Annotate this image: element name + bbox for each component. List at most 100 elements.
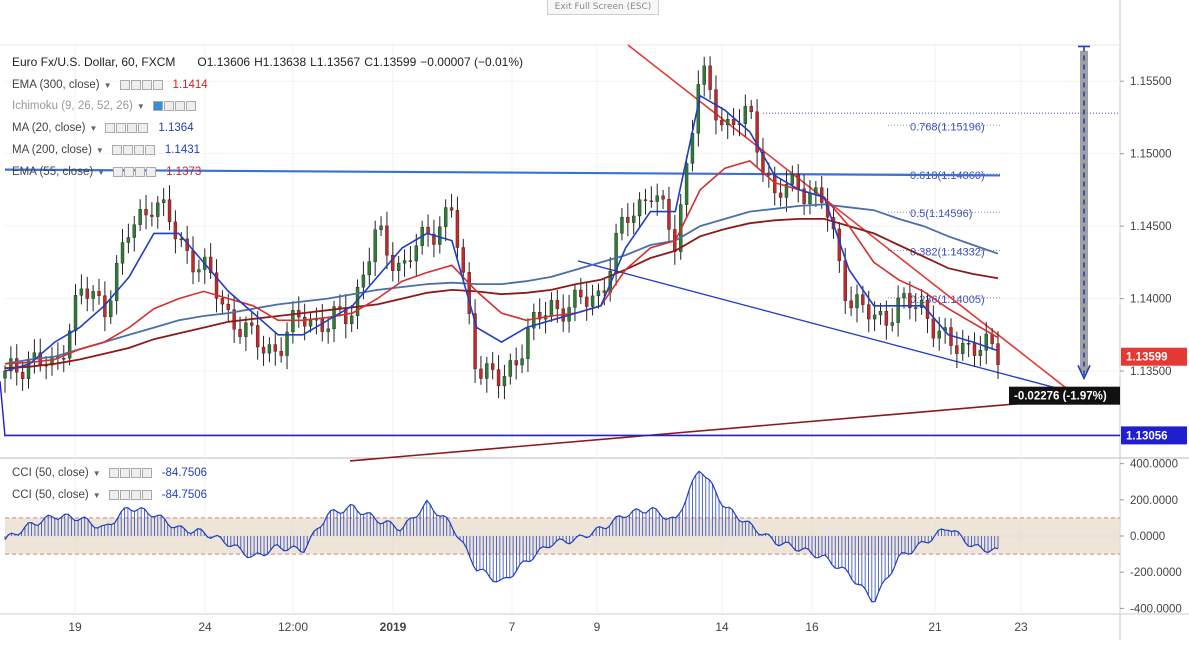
measure-label: -0.02276 (-1.97%) <box>1014 391 1107 403</box>
candle-body <box>167 199 172 223</box>
candle-body <box>778 192 783 198</box>
gear-icon[interactable] <box>122 145 133 155</box>
symbol-title[interactable]: Euro Fx/U.S. Dollar, 60, FXCM <box>12 55 176 69</box>
close-icon[interactable] <box>185 101 196 111</box>
legend-buttons[interactable] <box>152 101 196 111</box>
legend-value: 1.1373 <box>166 166 202 178</box>
candle-body <box>590 295 595 307</box>
eye-icon[interactable] <box>105 123 116 133</box>
caret-down-icon[interactable]: ▼ <box>136 101 145 111</box>
eye-icon[interactable] <box>108 468 119 478</box>
candle-body <box>655 195 659 202</box>
close-icon[interactable] <box>141 468 152 478</box>
candle-body <box>273 344 277 352</box>
gear-icon[interactable] <box>119 490 130 500</box>
caret-down-icon[interactable]: ▼ <box>92 468 101 478</box>
close-icon[interactable] <box>146 167 157 177</box>
eye-icon[interactable] <box>119 80 130 90</box>
legend-buttons[interactable] <box>119 80 163 90</box>
eye-icon[interactable] <box>108 490 119 500</box>
candle-body <box>126 237 131 243</box>
support-price-label-bg <box>1121 426 1187 445</box>
more-icon[interactable] <box>174 101 185 111</box>
caret-down-icon[interactable]: ▼ <box>95 145 104 155</box>
eye-icon[interactable] <box>113 167 124 177</box>
legend-ichimoku[interactable]: Ichimoku (9, 26, 52, 26) ▼ <box>12 100 200 112</box>
cci-pane <box>4 470 1120 603</box>
candle-body <box>966 343 971 345</box>
candle-body <box>508 360 513 377</box>
legend-buttons[interactable] <box>108 468 152 478</box>
more-icon[interactable] <box>141 80 152 90</box>
legend-ma20[interactable]: MA (20, close) ▼ 1.1364 <box>12 122 194 134</box>
candle-body <box>496 369 501 387</box>
candle-body <box>820 187 824 203</box>
time-tick-label: 12:00 <box>278 620 308 634</box>
eye-hidden-icon[interactable] <box>152 101 163 111</box>
open-value: O1.13606 <box>197 55 251 69</box>
gear-icon[interactable] <box>130 80 141 90</box>
time-tick-label: 14 <box>715 620 729 634</box>
caret-down-icon[interactable]: ▼ <box>92 490 101 500</box>
legend-ema300[interactable]: EMA (300, close) ▼ 1.1414 <box>12 79 208 91</box>
gear-icon[interactable] <box>116 123 127 133</box>
close-icon[interactable] <box>152 80 163 90</box>
candle-body <box>349 315 354 325</box>
candle-body <box>720 119 724 126</box>
exit-fullscreen-button[interactable]: Exit Full Screen (ESC) <box>547 0 659 15</box>
legend-cci-1[interactable]: CCI (50, close) ▼ -84.7506 <box>12 467 207 479</box>
legend-buttons[interactable] <box>113 167 157 177</box>
candle-body <box>526 327 530 359</box>
more-icon[interactable] <box>130 468 141 478</box>
eye-icon[interactable] <box>111 145 122 155</box>
legend-cci-2[interactable]: CCI (50, close) ▼ -84.7506 <box>12 489 207 501</box>
more-icon[interactable] <box>127 123 138 133</box>
legend-buttons[interactable] <box>111 145 155 155</box>
candle-body <box>596 290 601 297</box>
legend-label: Ichimoku (9, 26, 52, 26) <box>12 100 133 112</box>
candle-body <box>890 322 894 326</box>
close-icon[interactable] <box>141 490 152 500</box>
candle-body <box>302 316 307 327</box>
candle-body <box>549 300 554 316</box>
cci-tick-label: 400.0000 <box>1130 459 1178 471</box>
candle-body <box>884 310 889 326</box>
more-icon[interactable] <box>133 145 144 155</box>
candle-body <box>402 260 407 264</box>
candle-body <box>9 358 13 372</box>
legend-label: MA (20, close) <box>12 122 86 134</box>
candle-body <box>485 363 489 379</box>
legend-buttons[interactable] <box>105 123 149 133</box>
caret-down-icon[interactable]: ▼ <box>89 123 98 133</box>
caret-down-icon[interactable]: ▼ <box>97 167 106 177</box>
candle-body <box>255 325 260 348</box>
candle-body <box>79 288 84 296</box>
candle-body <box>308 319 313 327</box>
close-icon[interactable] <box>144 145 155 155</box>
high-value: H1.13638 <box>254 55 307 69</box>
legend-ema55[interactable]: EMA (55, close) ▼ 1.1373 <box>12 166 201 178</box>
candle-body <box>878 310 883 316</box>
legend-label: MA (200, close) <box>12 144 92 156</box>
candle-body <box>214 272 219 299</box>
candle-body <box>579 289 583 298</box>
candle-body <box>867 304 871 320</box>
time-tick-label: 9 <box>594 620 601 634</box>
more-icon[interactable] <box>130 490 141 500</box>
candle-body <box>326 328 330 332</box>
close-icon[interactable] <box>138 123 149 133</box>
time-tick-label: 2019 <box>380 620 407 634</box>
more-icon[interactable] <box>135 167 146 177</box>
ohlc-header: Euro Fx/U.S. Dollar, 60, FXCM O1.13606 H… <box>12 55 523 69</box>
candle-body <box>238 329 242 337</box>
gear-icon[interactable] <box>163 101 174 111</box>
legend-buttons[interactable] <box>108 490 152 500</box>
caret-down-icon[interactable]: ▼ <box>103 80 112 90</box>
gear-icon[interactable] <box>124 167 135 177</box>
legend-ma200[interactable]: MA (200, close) ▼ 1.1431 <box>12 144 200 156</box>
gear-icon[interactable] <box>119 468 130 478</box>
candle-body <box>91 291 95 299</box>
legend-label: EMA (300, close) <box>12 79 100 91</box>
